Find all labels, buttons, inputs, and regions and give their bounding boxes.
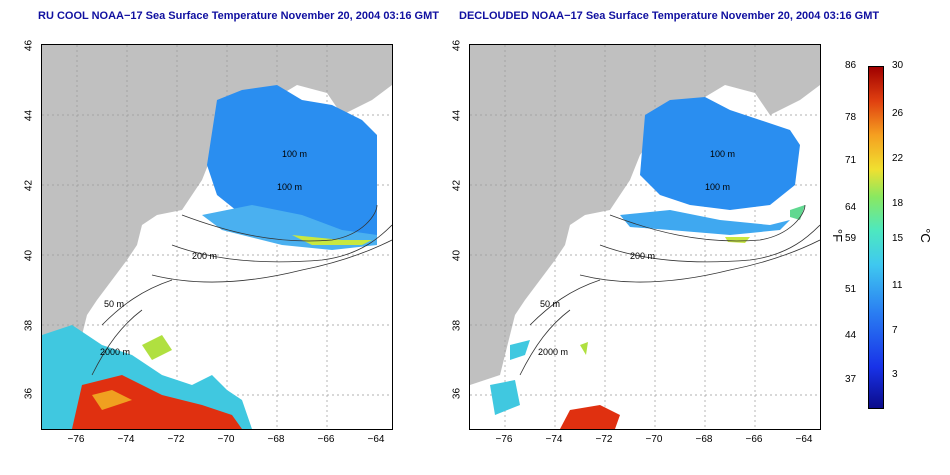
ru-cool-sst-map: 200 m 100 m 100 m 50 m 2000 m — [41, 44, 393, 430]
lat-tick: 46 — [23, 39, 35, 52]
gulf-of-maine-sst — [640, 97, 800, 210]
contour-label-2000m: 2000 m — [100, 347, 130, 357]
colorbar-f-label: 51 — [845, 284, 857, 295]
colorbar-f-label: 71 — [845, 155, 857, 166]
land-mass — [42, 45, 392, 385]
ru-cool-sst-map-graphic: 200 m 100 m 100 m 50 m 2000 m — [42, 45, 392, 429]
contour-label-100m-2: 100 m — [277, 182, 302, 192]
lon-tick: −74 — [545, 434, 563, 445]
lat-tick: 38 — [451, 319, 463, 332]
colorbar-c-label: 15 — [892, 233, 904, 244]
lat-tick: 42 — [451, 179, 463, 192]
contour-label-200m: 200 m — [192, 251, 217, 261]
lon-tick: −70 — [217, 434, 235, 445]
southern-sst-fragments — [510, 340, 530, 360]
lon-tick: −76 — [67, 434, 85, 445]
lon-tick: −72 — [595, 434, 613, 445]
colorbar-c-label: 30 — [892, 60, 904, 71]
bathymetry-contours — [519, 204, 820, 376]
lon-tick: −66 — [317, 434, 335, 445]
land-mass — [470, 45, 820, 385]
colorbar-unit-celsius: °C — [917, 228, 933, 243]
lat-tick: 46 — [451, 39, 463, 52]
contour-label-2000m: 2000 m — [538, 347, 568, 357]
graticule — [470, 45, 820, 429]
colorbar-c-label: 11 — [892, 280, 903, 291]
colorbar-f-label: 64 — [845, 202, 857, 213]
contour-label-200m: 200 m — [630, 251, 655, 261]
lat-tick: 36 — [451, 387, 463, 400]
contour-label-100m: 100 m — [710, 149, 735, 159]
lon-tick: −64 — [367, 434, 385, 445]
lat-tick: 42 — [23, 179, 35, 192]
lon-tick: −74 — [117, 434, 135, 445]
lon-tick: −70 — [645, 434, 663, 445]
colorbar-c-label: 18 — [892, 198, 904, 209]
colorbar-unit-fahrenheit: °F — [830, 228, 846, 243]
lat-tick: 38 — [23, 319, 35, 332]
colorbar-c-label: 22 — [892, 153, 904, 164]
nova-scotia-land — [342, 45, 392, 95]
bathymetry-contours — [91, 204, 392, 376]
colorbar-c-label: 26 — [892, 108, 904, 119]
left-map-title: RU COOL NOAA−17 Sea Surface Temperature … — [38, 10, 439, 22]
colorbar-f-label: 78 — [845, 112, 857, 123]
lon-tick: −76 — [495, 434, 513, 445]
lon-tick: −68 — [695, 434, 713, 445]
lon-tick: −66 — [745, 434, 763, 445]
sst-colorbar — [868, 66, 884, 409]
lat-tick: 40 — [451, 249, 463, 262]
lat-tick: 40 — [23, 249, 35, 262]
lat-tick: 44 — [451, 109, 463, 122]
declouded-sst-map: 200 m 100 m 100 m 50 m 2000 m — [469, 44, 821, 430]
colorbar-f-label: 86 — [845, 60, 857, 71]
lon-tick: −72 — [167, 434, 185, 445]
colorbar-f-label: 59 — [845, 233, 857, 244]
contour-label-100m-2: 100 m — [705, 182, 730, 192]
right-map-title: DECLOUDED NOAA−17 Sea Surface Temperatur… — [459, 10, 880, 22]
declouded-sst-map-graphic: 200 m 100 m 100 m 50 m 2000 m — [470, 45, 820, 429]
colorbar-f-label: 44 — [845, 330, 857, 341]
lat-tick: 44 — [23, 109, 35, 122]
gulf-of-maine-sst — [207, 85, 377, 245]
lat-tick: 36 — [23, 387, 35, 400]
colorbar-c-label: 7 — [892, 325, 898, 336]
lon-tick: −64 — [795, 434, 813, 445]
colorbar-f-label: 37 — [845, 374, 857, 385]
contour-label-100m: 100 m — [282, 149, 307, 159]
colorbar-c-label: 3 — [892, 369, 898, 380]
contour-label-50m: 50 m — [540, 299, 560, 309]
contour-label-50m: 50 m — [104, 299, 124, 309]
lon-tick: −68 — [267, 434, 285, 445]
